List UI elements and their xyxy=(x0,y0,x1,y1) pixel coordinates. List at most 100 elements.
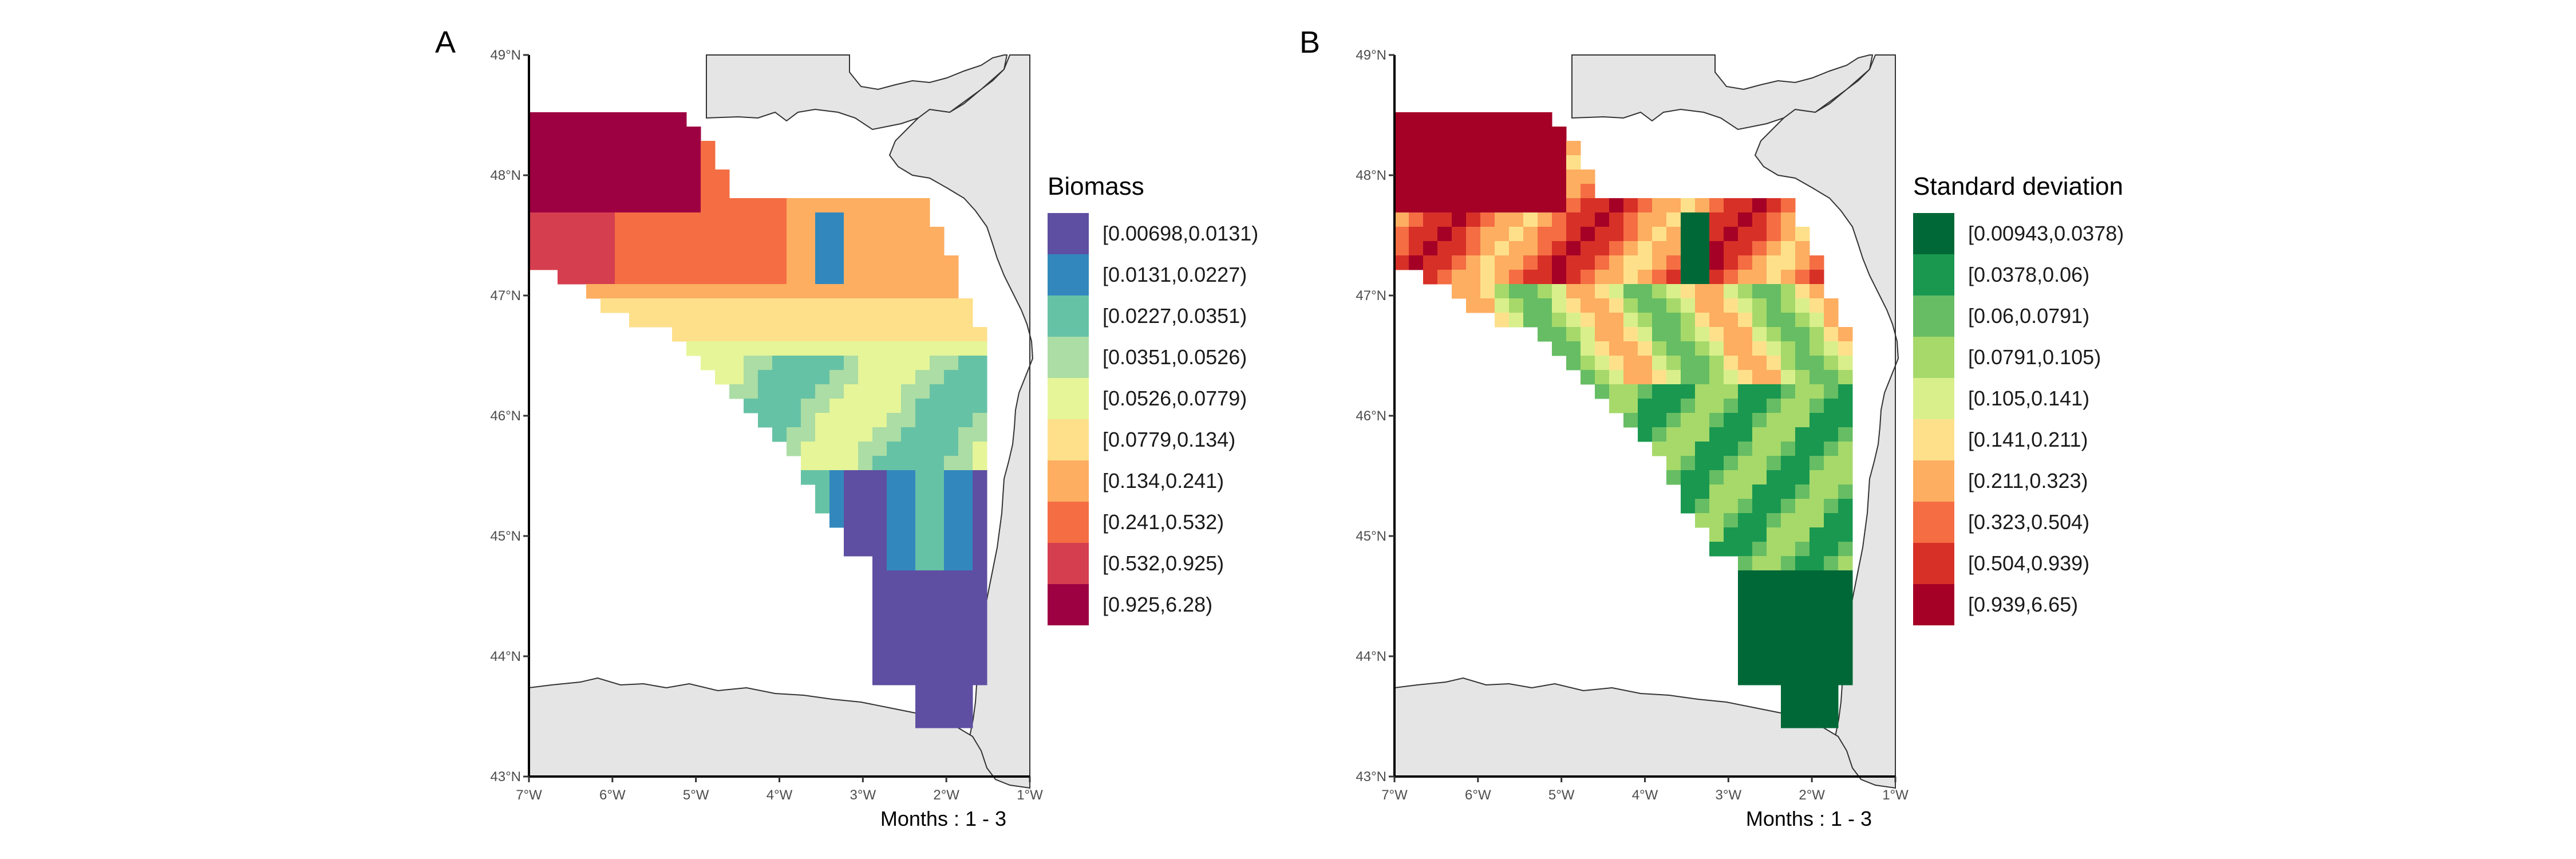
raster-cell xyxy=(572,255,587,270)
raster-cell xyxy=(787,198,801,213)
x-tick-label: 3°W xyxy=(1716,787,1742,803)
raster-cell xyxy=(958,642,973,657)
raster-cell xyxy=(1523,212,1538,227)
raster-cell xyxy=(629,112,644,127)
raster-cell xyxy=(643,170,658,184)
raster-cell xyxy=(858,370,873,385)
raster-cell xyxy=(1781,470,1796,485)
raster-cell xyxy=(1523,298,1538,313)
raster-cell xyxy=(901,456,916,471)
raster-cell xyxy=(858,241,873,256)
raster-cell xyxy=(1752,656,1767,671)
raster-cell xyxy=(829,484,844,499)
raster-cell xyxy=(787,370,801,385)
raster-cell xyxy=(872,542,887,557)
raster-cell xyxy=(872,556,887,571)
raster-cell xyxy=(1566,255,1581,270)
raster-cell xyxy=(758,255,773,270)
raster-cell xyxy=(930,298,945,313)
raster-cell xyxy=(1538,212,1552,227)
raster-cell xyxy=(973,399,987,413)
raster-cell xyxy=(829,413,844,428)
raster-cell xyxy=(1795,570,1810,585)
raster-cell xyxy=(858,327,873,342)
raster-cell xyxy=(1709,341,1724,356)
raster-cell xyxy=(858,470,873,485)
raster-cell xyxy=(1566,270,1581,285)
raster-cell xyxy=(672,198,687,213)
raster-cell xyxy=(772,341,787,356)
raster-cell xyxy=(1523,241,1538,256)
raster-cell xyxy=(615,141,630,156)
raster-cell xyxy=(887,255,902,270)
raster-cell xyxy=(758,241,773,256)
raster-cell xyxy=(901,513,916,528)
raster-cell xyxy=(729,241,744,256)
raster-cell xyxy=(1824,642,1839,657)
raster-cell xyxy=(1724,284,1739,299)
raster-cell xyxy=(787,298,801,313)
raster-cell xyxy=(787,384,801,399)
raster-cell xyxy=(872,227,887,242)
raster-cell xyxy=(1724,341,1739,356)
raster-cell xyxy=(1695,198,1710,213)
raster-cell xyxy=(1609,370,1624,385)
raster-cell xyxy=(558,212,572,227)
raster-cell xyxy=(872,613,887,628)
raster-cell xyxy=(829,198,844,213)
raster-cell xyxy=(1838,656,1853,671)
raster-cell xyxy=(901,212,916,227)
raster-cell xyxy=(1538,327,1552,342)
raster-cell xyxy=(1480,298,1495,313)
raster-cell xyxy=(729,284,744,299)
raster-cell xyxy=(672,212,687,227)
raster-cell xyxy=(887,513,902,528)
raster-cell xyxy=(1824,399,1839,413)
raster-cell xyxy=(887,384,902,399)
raster-cell xyxy=(858,442,873,456)
raster-cell xyxy=(615,284,630,299)
raster-cell xyxy=(801,284,816,299)
raster-cell xyxy=(1581,170,1595,184)
raster-cell xyxy=(930,628,945,643)
raster-cell xyxy=(1767,442,1781,456)
raster-cell xyxy=(1809,714,1824,728)
raster-cell xyxy=(944,599,959,614)
raster-cell xyxy=(801,241,816,256)
raster-cell xyxy=(1809,399,1824,413)
raster-cell xyxy=(1781,527,1796,542)
raster-cell xyxy=(643,198,658,213)
raster-cell xyxy=(1809,656,1824,671)
raster-cell xyxy=(1795,714,1810,728)
raster-cell xyxy=(1652,356,1667,371)
raster-cell xyxy=(1781,456,1796,471)
raster-cell xyxy=(1767,341,1781,356)
raster-cell xyxy=(1623,198,1638,213)
raster-cell xyxy=(901,642,916,657)
raster-cell xyxy=(1809,556,1824,571)
raster-cell xyxy=(744,241,758,256)
raster-cell xyxy=(1638,341,1653,356)
raster-cell xyxy=(1652,413,1667,428)
raster-cell xyxy=(1795,642,1810,657)
raster-cell xyxy=(744,227,758,242)
raster-cell xyxy=(858,255,873,270)
raster-cell xyxy=(973,542,987,557)
raster-cell xyxy=(772,384,787,399)
raster-cell xyxy=(686,141,701,156)
raster-cell xyxy=(729,341,744,356)
raster-cell xyxy=(1466,241,1481,256)
raster-cell xyxy=(615,212,630,227)
raster-cell xyxy=(1480,241,1495,256)
raster-cell xyxy=(1824,628,1839,643)
raster-cell xyxy=(829,356,844,371)
raster-cell xyxy=(1509,184,1524,199)
raster-cell xyxy=(787,327,801,342)
raster-cell xyxy=(1695,227,1710,242)
raster-cell xyxy=(1437,184,1452,199)
raster-cell xyxy=(543,241,558,256)
raster-cell xyxy=(758,212,773,227)
raster-cell xyxy=(829,513,844,528)
raster-cell xyxy=(1709,427,1724,442)
raster-cell xyxy=(1423,227,1438,242)
